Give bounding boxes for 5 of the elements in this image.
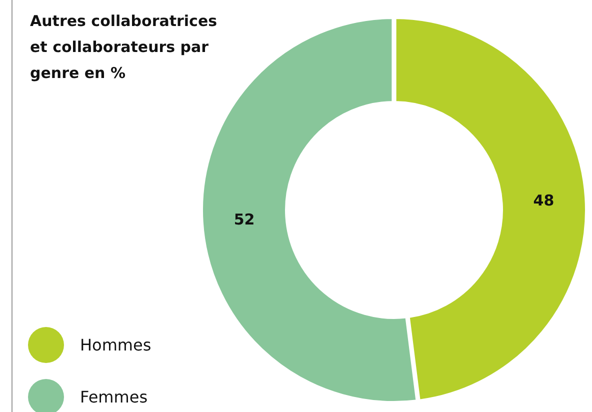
text: Autres collaboratrices et collaborateurs par genre en % bbox=[30, 12, 218, 82]
data-label: 52 bbox=[234, 210, 255, 228]
legend-label: Femmes bbox=[80, 388, 148, 406]
legend-label: Hommes bbox=[80, 336, 152, 354]
data-label: 48 bbox=[533, 192, 554, 210]
